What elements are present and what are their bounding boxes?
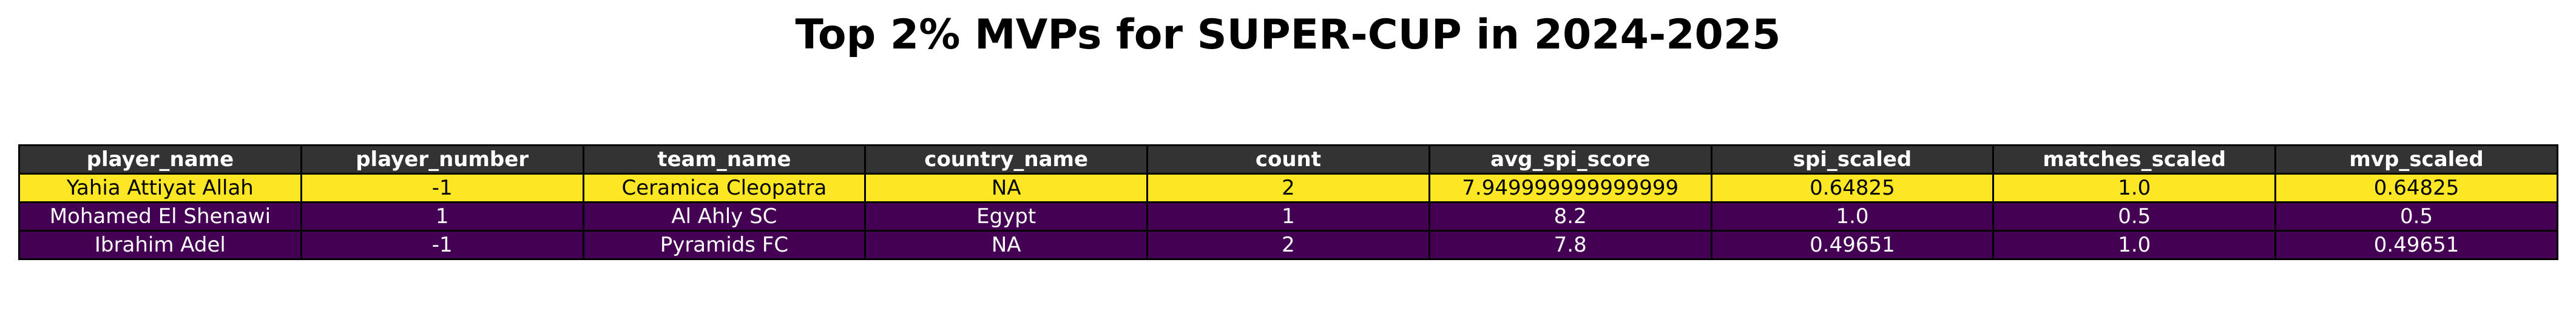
column-header: player_name — [18, 144, 302, 175]
table-body: Yahia Attiyat Allah -1 Ceramica Cleopatra N… — [18, 173, 2558, 260]
table-row: Mohamed El Shenawi 1 Al Ahly SC Egypt 1 8.2 1.… — [18, 201, 2558, 232]
column-header: country_name — [864, 144, 1149, 175]
table-cell: Ceramica Cleopatra — [582, 173, 867, 203]
column-header: team_name — [582, 144, 867, 175]
table-cell: 0.49651 — [1710, 230, 1995, 260]
table-cell: 0.49651 — [2274, 230, 2558, 260]
table-row: Yahia Attiyat Allah -1 Ceramica Cleopatra N… — [18, 173, 2558, 203]
table-cell: 7.8 — [1428, 230, 1712, 260]
table-cell: -1 — [300, 230, 584, 260]
table-row: Ibrahim Adel -1 Pyramids FC NA 2 7.8 0.49651 1.… — [18, 230, 2558, 260]
table-cell: 0.5 — [2274, 201, 2558, 232]
table-cell: -1 — [300, 173, 584, 203]
column-header: mvp_scaled — [2274, 144, 2558, 175]
table-cell: 1.0 — [1992, 173, 2277, 203]
table-cell: 1 — [300, 201, 584, 232]
chart-title: Top 2% MVPs for SUPER-CUP in 2024-2025 — [795, 11, 1781, 59]
table-cell: Pyramids FC — [582, 230, 867, 260]
table-cell: 7.949999999999999 — [1428, 173, 1712, 203]
table-header-row: player_name player_number team_name country… — [18, 144, 2558, 175]
column-header: player_number — [300, 144, 584, 175]
table-cell: 1.0 — [1992, 230, 2277, 260]
table-cell: Egypt — [864, 201, 1149, 232]
table-cell: 1 — [1146, 201, 1430, 232]
table-cell: 8.2 — [1428, 201, 1712, 232]
table-cell: Ibrahim Adel — [18, 230, 302, 260]
table-cell: 0.64825 — [2274, 173, 2558, 203]
table-cell: Yahia Attiyat Allah — [18, 173, 302, 203]
column-header: avg_spi_score — [1428, 144, 1712, 175]
table-cell: NA — [864, 230, 1149, 260]
table-cell: 0.64825 — [1710, 173, 1995, 203]
table-cell: 2 — [1146, 173, 1430, 203]
table-cell: 1.0 — [1710, 201, 1995, 232]
table-cell: NA — [864, 173, 1149, 203]
table-cell: 2 — [1146, 230, 1430, 260]
column-header: matches_scaled — [1992, 144, 2277, 175]
mvp-table: player_name player_number team_name country… — [18, 144, 2558, 260]
table-cell: Mohamed El Shenawi — [18, 201, 302, 232]
column-header: count — [1146, 144, 1430, 175]
column-header: spi_scaled — [1710, 144, 1995, 175]
table-cell: Al Ahly SC — [582, 201, 867, 232]
table-cell: 0.5 — [1992, 201, 2277, 232]
